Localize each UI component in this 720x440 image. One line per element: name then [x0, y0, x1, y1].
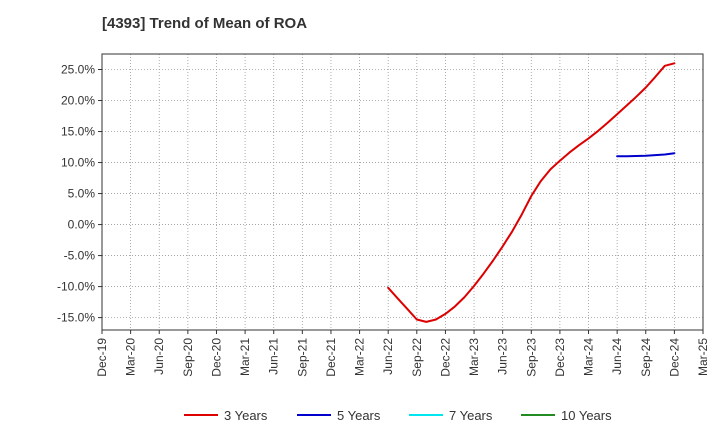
y-tick-label: -10.0%: [57, 280, 95, 294]
y-tick-label: 25.0%: [61, 63, 95, 77]
legend-label: 7 Years: [449, 408, 493, 423]
x-tick-label: Mar-21: [238, 338, 252, 376]
x-tick-label: Jun-21: [267, 338, 281, 375]
series-line: [387, 62, 676, 323]
x-tick-label: Dec-20: [209, 338, 223, 377]
plot-area: [102, 54, 703, 330]
x-tick-label: Dec-21: [324, 338, 338, 377]
x-tick-label: Dec-22: [438, 338, 452, 377]
legend-item: 10 Years: [521, 408, 612, 423]
x-tick-label: Sep-21: [295, 338, 309, 377]
legend-label: 10 Years: [561, 408, 612, 423]
plot-background: [102, 54, 703, 330]
legend: 3 Years 5 Years 7 Years 10 Years: [184, 408, 612, 423]
axes: [98, 53, 704, 334]
x-tick-label: Mar-25: [696, 338, 710, 376]
x-tick-label: Sep-23: [524, 338, 538, 377]
y-tick-labels: 25.0% 20.0% 15.0% 10.0% 5.0% 0.0% -5.0% -10.0% -…: [57, 63, 95, 325]
x-tick-label: Jun-20: [152, 338, 166, 375]
series-line: [616, 152, 676, 158]
x-tick-label: Jun-23: [496, 338, 510, 375]
x-tick-label: Mar-23: [467, 338, 481, 376]
x-tick-label: Mar-22: [353, 338, 367, 376]
x-tick-label: Sep-22: [410, 338, 424, 377]
legend-item: 3 Years: [184, 408, 268, 423]
x-tick-label: Dec-24: [667, 338, 681, 377]
y-tick-label: -5.0%: [64, 249, 96, 263]
x-tick-label: Jun-24: [610, 338, 624, 375]
x-tick-label: Dec-19: [95, 338, 109, 377]
chart-title: [4393] Trend of Mean of ROA: [102, 15, 308, 32]
x-tick-label: Sep-20: [181, 338, 195, 377]
legend-label: 5 Years: [337, 408, 381, 423]
y-tick-label: 0.0%: [68, 218, 96, 232]
x-tick-label: Sep-24: [639, 338, 653, 377]
y-tick-label: 5.0%: [68, 187, 96, 201]
y-tick-label: 20.0%: [61, 94, 95, 108]
x-tick-label: Mar-24: [582, 338, 596, 376]
legend-label: 3 Years: [224, 408, 268, 423]
x-tick-label: Jun-22: [381, 338, 395, 375]
plot-frame: [101, 53, 704, 331]
y-tick-label: -15.0%: [57, 311, 95, 325]
y-tick-label: 10.0%: [61, 156, 95, 170]
legend-item: 5 Years: [297, 408, 381, 423]
x-tick-label: Dec-23: [553, 338, 567, 377]
y-tick-label: 15.0%: [61, 125, 95, 139]
x-tick-label: Mar-20: [124, 338, 138, 376]
x-tick-labels: Dec-19 Mar-20 Jun-20 Sep-20 Dec-20 Mar-21 Jun-…: [95, 338, 710, 377]
series-lines: [387, 62, 676, 323]
legend-item: 7 Years: [409, 408, 493, 423]
